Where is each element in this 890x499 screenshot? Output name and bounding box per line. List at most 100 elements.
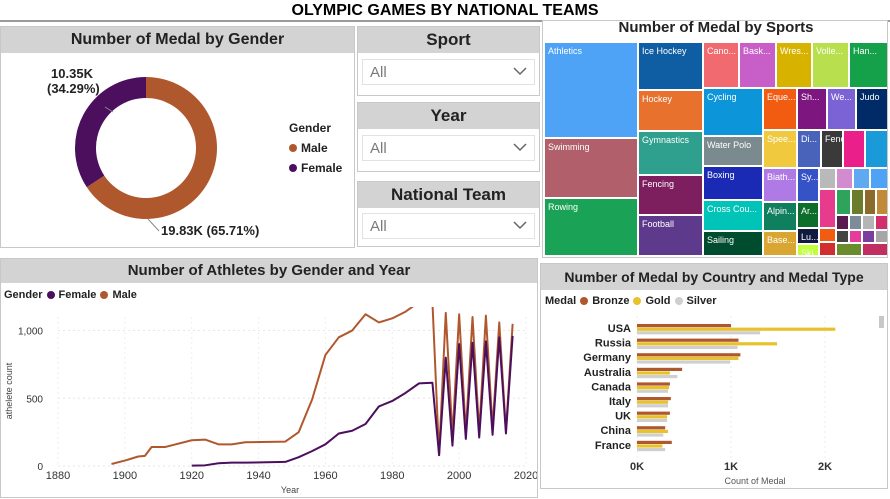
treemap-cell-football[interactable]: Football <box>638 215 703 256</box>
treemap-cell-cross-cou[interactable]: Cross Cou... <box>703 200 763 231</box>
bar-bronze-russia[interactable] <box>637 338 739 342</box>
treemap-cell-small[interactable] <box>865 130 887 168</box>
treemap-cell-alpin[interactable]: Alpin... <box>763 202 797 231</box>
treemap-cell-small[interactable] <box>836 215 849 230</box>
treemap-cell-small[interactable] <box>819 228 836 242</box>
treemap-cell-hockey[interactable]: Hockey <box>638 90 703 131</box>
treemap-cell-cano[interactable]: Cano... <box>703 42 739 88</box>
treemap-cell-sy[interactable]: Sy... <box>797 168 819 202</box>
bar-bronze-uk[interactable] <box>637 411 670 415</box>
bar-gold-france[interactable] <box>637 444 663 448</box>
line-series-female[interactable] <box>191 335 514 467</box>
page-title: OLYMPIC GAMES BY NATIONAL TEAMS <box>0 0 890 22</box>
treemap-cell-water-polo[interactable]: Water Polo <box>703 136 763 166</box>
legend-item-male[interactable]: Male <box>289 141 342 155</box>
country-legend-gold[interactable]: Gold <box>645 295 671 307</box>
treemap-cell-base[interactable]: Base... <box>763 231 797 256</box>
treemap-cell-sailing[interactable]: Sailing <box>703 231 763 256</box>
country-legend-silver[interactable]: Silver <box>686 295 717 307</box>
bar-silver-germany[interactable] <box>637 360 731 364</box>
treemap-cell-small[interactable] <box>864 189 876 215</box>
treemap-cell-sh[interactable]: Sh... <box>797 88 827 130</box>
year-dropdown[interactable]: All <box>362 135 535 161</box>
treemap-cell-small[interactable] <box>836 189 851 215</box>
bar-silver-uk[interactable] <box>637 418 668 422</box>
sport-dropdown[interactable]: All <box>362 59 535 85</box>
treemap-cell-small[interactable] <box>819 189 836 228</box>
treemap-cell-rowing[interactable]: Rowing <box>544 198 638 256</box>
treemap-cell-small[interactable] <box>819 242 836 256</box>
treemap-cell-small[interactable] <box>875 230 887 243</box>
treemap-cell-gymnastics[interactable]: Gymnastics <box>638 131 703 175</box>
country-legend-bronze[interactable]: Bronze <box>592 295 630 307</box>
treemap-cell-small[interactable] <box>836 168 853 189</box>
treemap-cell-small[interactable] <box>876 189 887 215</box>
bar-silver-russia[interactable] <box>637 345 738 349</box>
treemap-cell-biath[interactable]: Biath... <box>763 168 797 202</box>
treemap-cell-boxing[interactable]: Boxing <box>703 166 763 200</box>
treemap-cell-small[interactable] <box>862 230 875 243</box>
treemap-cell-fencing[interactable]: Fencing <box>821 130 843 168</box>
treemap-cell-small[interactable] <box>836 243 862 256</box>
treemap-cell-athletics[interactable]: Athletics <box>544 42 638 138</box>
bar-bronze-canada[interactable] <box>637 382 670 386</box>
treemap-cell-volle[interactable]: Volle... <box>812 42 849 88</box>
bar-gold-china[interactable] <box>637 429 669 433</box>
treemap-cell-small[interactable] <box>853 168 870 189</box>
treemap-cell-small[interactable] <box>851 189 864 215</box>
treemap-cell-fencing[interactable]: Fencing <box>638 175 703 215</box>
treemap-cell-lu[interactable]: Lu... <box>797 228 819 244</box>
athletes-legend-female[interactable]: Female <box>58 289 97 301</box>
treemap-cell-cycling[interactable]: Cycling <box>703 88 763 136</box>
bar-silver-france[interactable] <box>637 448 666 452</box>
treemap-cell-han[interactable]: Han... <box>849 42 887 88</box>
bar-gold-italy[interactable] <box>637 400 669 404</box>
treemap-cell-we[interactable]: We... <box>827 88 856 130</box>
treemap-cell-small[interactable] <box>843 130 865 168</box>
bar-bronze-australia[interactable] <box>637 367 683 371</box>
treemap-cell-small[interactable] <box>849 230 862 243</box>
treemap-cell-ice-hockey[interactable]: Ice Hockey <box>638 42 703 90</box>
treemap-cell-eque[interactable]: Eque... <box>763 88 797 130</box>
treemap-cell-bask[interactable]: Bask... <box>739 42 776 88</box>
bar-bronze-usa[interactable] <box>637 324 731 328</box>
bar-silver-china[interactable] <box>637 433 664 437</box>
bar-bronze-france[interactable] <box>637 440 672 444</box>
treemap-cell-small[interactable] <box>875 215 887 230</box>
treemap-cell-small[interactable] <box>862 243 887 256</box>
bar-silver-australia[interactable] <box>637 375 678 379</box>
gender-legend: Gender Male Female <box>289 121 342 175</box>
treemap-cell-spee[interactable]: Spee... <box>763 130 797 168</box>
line-series-male[interactable] <box>111 307 514 465</box>
treemap-cell-swimming[interactable]: Swimming <box>544 138 638 198</box>
legend-item-female[interactable]: Female <box>289 161 342 175</box>
bar-gold-australia[interactable] <box>637 371 670 375</box>
bar-gold-uk[interactable] <box>637 415 668 419</box>
bar-gold-canada[interactable] <box>637 386 669 390</box>
treemap-cell-small[interactable] <box>819 168 836 189</box>
bar-gold-usa[interactable] <box>637 327 836 331</box>
bar-gold-russia[interactable] <box>637 342 778 346</box>
bar-bronze-germany[interactable] <box>637 353 741 357</box>
treemap-cell-ski[interactable]: Ski... <box>797 244 819 256</box>
bar-bronze-china[interactable] <box>637 426 666 430</box>
treemap-cell-small[interactable] <box>862 215 875 230</box>
treemap-cell-di[interactable]: Di... <box>797 130 821 168</box>
treemap-cell-wres[interactable]: Wres... <box>776 42 812 88</box>
bar-silver-usa[interactable] <box>637 331 761 335</box>
athletes-legend-male[interactable]: Male <box>112 289 137 301</box>
treemap-cell-judo[interactable]: Judo <box>856 88 887 130</box>
national-team-dropdown[interactable]: All <box>362 213 535 239</box>
donut-slice-female[interactable] <box>75 77 146 188</box>
chevron-down-icon <box>513 143 527 152</box>
bar-silver-canada[interactable] <box>637 389 669 393</box>
bar-gold-germany[interactable] <box>637 356 739 360</box>
bar-silver-italy[interactable] <box>637 404 669 408</box>
donut-slice-male[interactable] <box>86 77 217 219</box>
bar-bronze-italy[interactable] <box>637 397 671 401</box>
treemap-cell-small[interactable] <box>870 168 887 189</box>
treemap-cell-ar[interactable]: Ar... <box>797 202 819 228</box>
treemap-cell-small[interactable] <box>836 230 849 243</box>
country-scrollbar[interactable] <box>879 316 884 328</box>
treemap-cell-small[interactable] <box>849 215 862 230</box>
